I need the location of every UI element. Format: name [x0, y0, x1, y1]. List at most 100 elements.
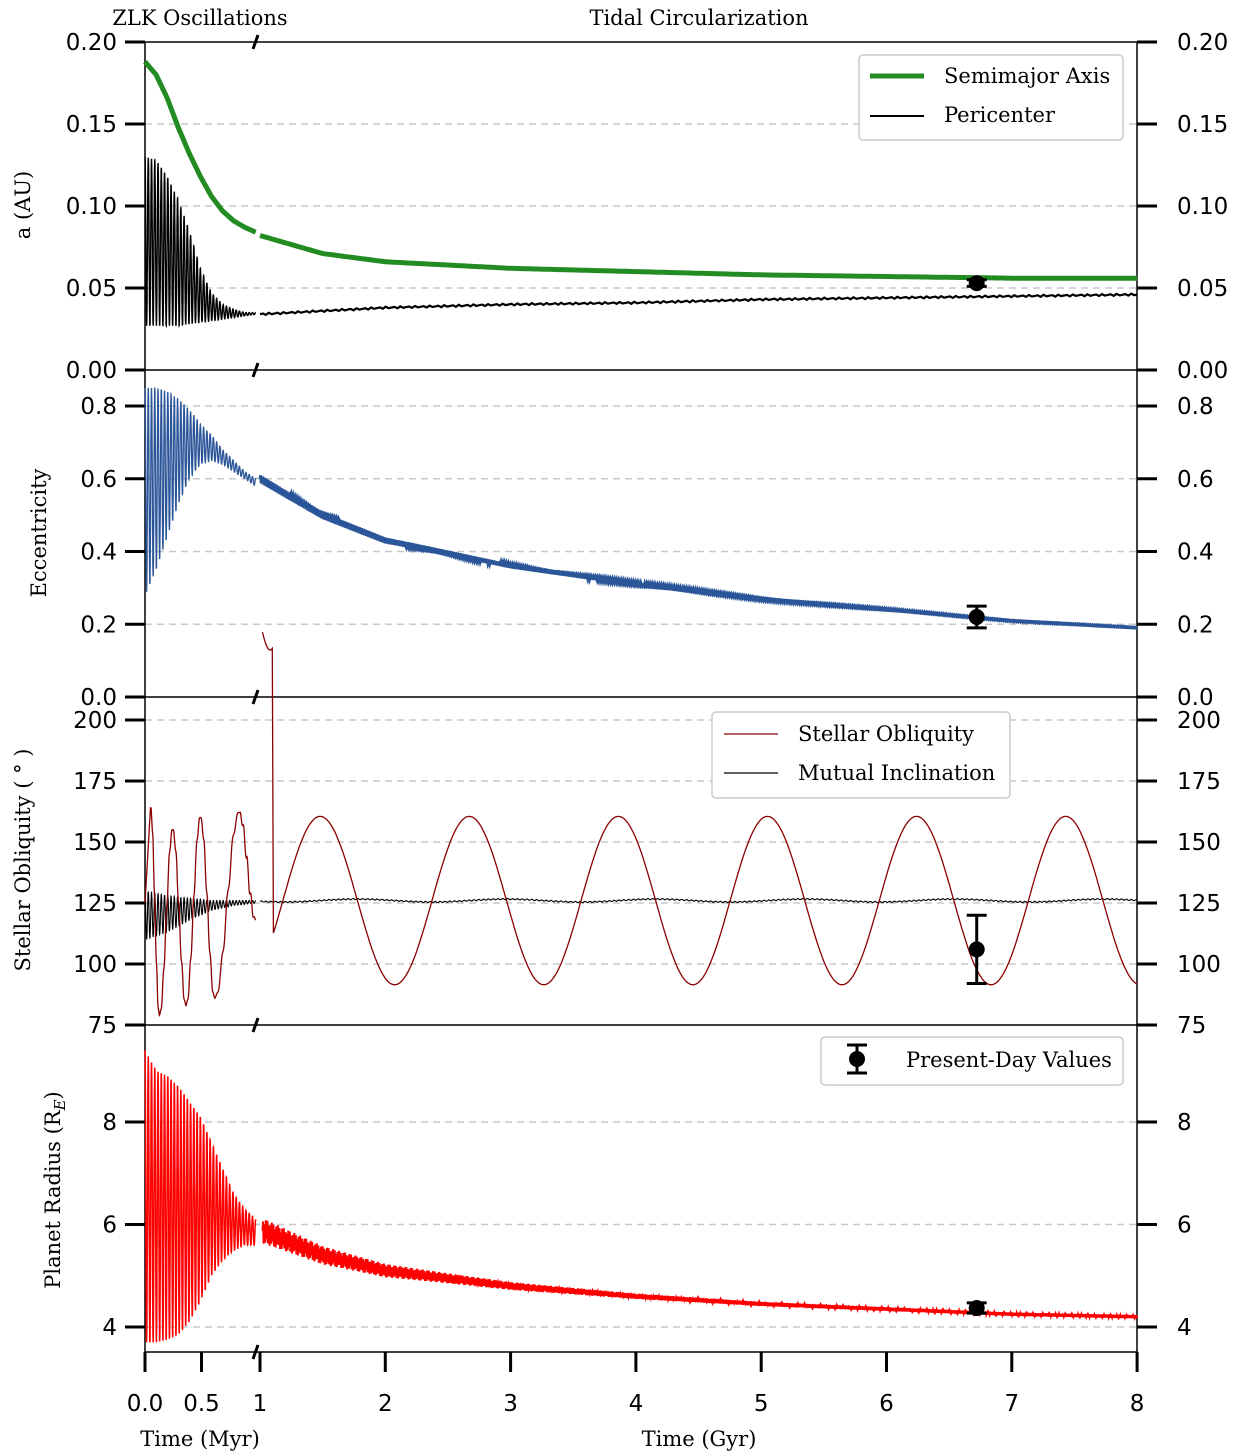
- x-tick-label: 0.5: [183, 1391, 220, 1417]
- y-tick-label-left: 0.0: [80, 685, 117, 711]
- y-tick-label-left: 0.8: [80, 394, 117, 420]
- y-tick-label-left: 125: [73, 891, 117, 917]
- y-tick-label-left: 8: [102, 1110, 117, 1136]
- y-tick-label-right: 75: [1177, 1013, 1206, 1039]
- x-tick-label: 5: [754, 1391, 769, 1417]
- y-tick-label-right: 0.15: [1177, 112, 1228, 138]
- present-day-marker: [968, 941, 985, 958]
- inclination-legend-label: Mutual Inclination: [798, 761, 995, 785]
- eccentricity-tidal-line: [258, 475, 1138, 630]
- x-tick-label: 1: [253, 1391, 268, 1417]
- obliquity-zlk-line: [144, 807, 257, 1017]
- axis-break-mark: [251, 689, 260, 705]
- axis-break-mark: [251, 34, 260, 50]
- axis-break-mark: [251, 362, 260, 378]
- y-tick-label-right: 4: [1177, 1315, 1192, 1341]
- zlk-header: ZLK Oscillations: [112, 6, 287, 30]
- y-tick-label-left: 0.6: [80, 467, 117, 493]
- inclination-zlk-line: [144, 890, 256, 940]
- y-tick-label-left: 0.10: [66, 194, 117, 220]
- x-tick-label: 0.0: [127, 1391, 164, 1417]
- pericenter-legend-label: Pericenter: [944, 103, 1056, 127]
- legend-frame: [858, 54, 1124, 141]
- legend-frame: [711, 711, 1011, 799]
- obliquity-panel: Stellar Obliquity ( ° ) Stellar Obliquit…: [11, 711, 1011, 972]
- y-tick-label-left: 0.15: [66, 112, 117, 138]
- y-tick-label-left: 75: [88, 1013, 117, 1039]
- y-tick-label-left: 4: [102, 1315, 117, 1341]
- plot-layer: 0.00 0.000.05 0.050.10 0.100.15 0.150.20 0.20…: [66, 30, 1228, 1417]
- present-day-legend-label: Present-Day Values: [906, 1048, 1112, 1072]
- legend-frame: [820, 1036, 1124, 1086]
- semimajor-zlk-line: [143, 60, 257, 235]
- x-tick-label: 2: [378, 1391, 393, 1417]
- y-tick-label-right: 100: [1177, 952, 1221, 978]
- y-tick-label-right: 0.4: [1177, 540, 1214, 566]
- y-tick-label-left: 0.00: [66, 358, 117, 384]
- y-tick-label-right: 0.00: [1177, 358, 1228, 384]
- panel-eccentricity-series: [144, 387, 1138, 630]
- x-tick-label: 4: [629, 1391, 644, 1417]
- y-tick-label-right: 0.10: [1177, 194, 1228, 220]
- panel-radius-series: [144, 1050, 1139, 1343]
- y-tick-label-left: 100: [73, 952, 117, 978]
- eccentricity-panel: Eccentricity: [27, 468, 51, 597]
- x-tick-label: 3: [503, 1391, 518, 1417]
- x-axis: Time (Myr) Time (Gyr): [140, 1427, 756, 1451]
- legend-marker-icon: [849, 1051, 865, 1067]
- y-tick-label-left: 0.20: [66, 30, 117, 56]
- semimajor-tidal-line: [259, 233, 1138, 281]
- x-label-gyr: Time (Gyr): [642, 1427, 757, 1451]
- eccentricity-zlk-line: [144, 387, 257, 592]
- y-tick-label-left: 0.05: [66, 276, 117, 302]
- y-tick-label-right: 8: [1177, 1110, 1192, 1136]
- x-label-myr: Time (Myr): [140, 1427, 260, 1451]
- y-tick-label-right: 125: [1177, 891, 1221, 917]
- y-tick-label-right: 0.8: [1177, 394, 1214, 420]
- y-tick-label-right: 150: [1177, 830, 1221, 856]
- present-day-errorbar: [966, 1300, 987, 1317]
- panel-obliquity-series: [144, 632, 1138, 1017]
- eccentricity-ylabel: Eccentricity: [27, 468, 51, 597]
- y-tick-label-left: 6: [102, 1213, 117, 1239]
- radius-ylabel: Planet Radius (RE): [41, 1091, 69, 1289]
- tidal-header: Tidal Circularization: [589, 6, 808, 30]
- panel-stellar-obliquity-axes: 75 75 100 100 125 125 150 150 175 175 200 200: [73, 689, 1221, 1039]
- semimajor-axis-panel: a (AU) Semimajor Axis Pericenter: [11, 54, 1124, 239]
- present-day-errorbar: [966, 913, 987, 986]
- obliquity-legend-label: Stellar Obliquity: [798, 722, 974, 746]
- pericenter-zlk-line: [144, 156, 257, 329]
- x-tick-label: 7: [1004, 1391, 1019, 1417]
- axis-break-mark: [251, 1017, 260, 1033]
- semimajor-legend-label: Semimajor Axis: [944, 64, 1110, 88]
- obliquity-legend: Stellar Obliquity Mutual Inclination: [711, 711, 1011, 799]
- y-tick-label-right: 6: [1177, 1213, 1192, 1239]
- pericenter-tidal-line: [259, 292, 1138, 317]
- panel-semimajor-axis-axes: 0.00 0.00 0.05 0.05 0.10 0.10 0.15 0.15 0.20 0.20: [66, 30, 1228, 384]
- panel-eccentricity-axes: 0.0 0.0 0.2 0.2 0.4 0.4 0.6 0.6 0.8 0.8: [80, 362, 1214, 711]
- radius-legend: Present-Day Values: [820, 1036, 1124, 1086]
- axis-break-mark: [251, 1344, 260, 1360]
- x-tick-label: 8: [1130, 1391, 1145, 1417]
- y-tick-label-left: 0.4: [80, 540, 117, 566]
- present-day-marker: [968, 1300, 985, 1317]
- y-tick-label-right: 0.0: [1177, 685, 1214, 711]
- y-tick-label-right: 200: [1177, 708, 1221, 734]
- radius-tidal-line: [261, 1220, 1139, 1322]
- radius-panel: Planet Radius (RE) Present-Day Values: [41, 1036, 1124, 1289]
- y-tick-label-right: 175: [1177, 769, 1221, 795]
- y-tick-label-right: 0.2: [1177, 612, 1214, 638]
- semimajor-ylabel: a (AU): [11, 171, 35, 239]
- x-tick-label: 6: [879, 1391, 894, 1417]
- y-tick-label-right: 0.05: [1177, 276, 1228, 302]
- y-tick-label-right: 0.20: [1177, 30, 1228, 56]
- x-ticks: 0.0 0.5 1 2 3 4 5 6 7 8: [127, 1352, 1145, 1417]
- y-tick-label-left: 175: [73, 769, 117, 795]
- panel-semimajor-series: [143, 60, 1138, 329]
- inclination-tidal-line: [259, 897, 1138, 904]
- y-tick-label-right: 0.6: [1177, 467, 1214, 493]
- y-tick-label-left: 150: [73, 830, 117, 856]
- obliquity-ylabel: Stellar Obliquity ( ° ): [11, 749, 35, 972]
- present-day-marker: [968, 608, 985, 625]
